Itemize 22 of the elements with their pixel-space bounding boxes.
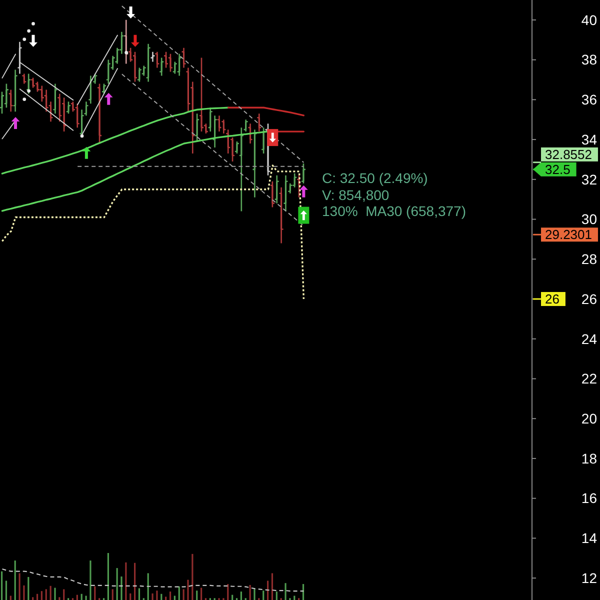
y-tick-label: 38 [581, 52, 598, 68]
y-tick-label: 24 [581, 330, 598, 347]
y-tick-label: 40 [581, 12, 598, 28]
ref-line-label: 29.2301 [545, 227, 592, 242]
y-tick-label: 28 [581, 251, 598, 268]
y-tick-label: 30 [581, 211, 598, 228]
y-tick-label: 22 [581, 370, 598, 387]
y-tick-label: 36 [581, 92, 598, 108]
annotation: C: 32.50 (2.49%) [322, 170, 429, 186]
y-tick-label: 16 [581, 490, 598, 506]
annotation: V: 854,800 [322, 186, 390, 203]
y-tick-label: 32 [581, 171, 598, 188]
y-tick-label: 34 [581, 131, 598, 148]
y-tick-label: 18 [581, 450, 598, 466]
y-tick-label: 12 [581, 570, 598, 586]
ref-line-label: 26 [545, 292, 560, 307]
y-tick-label: 20 [581, 410, 598, 427]
annotation: 130% MA30 (658,377) [322, 203, 466, 220]
ref-line-label: 32.8552 [545, 146, 592, 162]
y-tick-label: 14 [581, 530, 598, 546]
ref-line-label: 32.5 [545, 162, 570, 177]
y-tick-label: 26 [581, 290, 598, 307]
